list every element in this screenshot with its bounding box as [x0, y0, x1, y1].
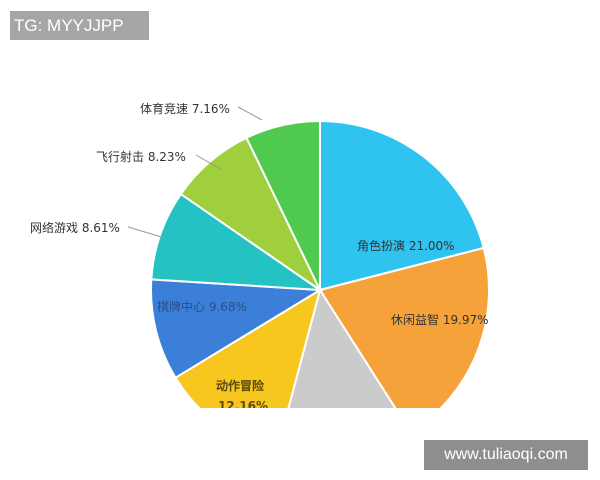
watermark: www.tuliaoqi.com [424, 440, 588, 470]
pie-slice [150, 192, 324, 292]
leader-line [127, 226, 166, 239]
label-flight-shooting: 飞行射击 8.23% [96, 150, 186, 164]
label-action-adventure: 动作冒险 [216, 379, 265, 393]
pie-slice [287, 287, 397, 408]
label-action-adventure-value: 12.16% [218, 399, 268, 408]
pie-slice [150, 278, 324, 380]
pie-slice [174, 287, 322, 408]
label-online-game: 网络游戏 8.61% [30, 221, 120, 235]
tag-label: TG: MYYJJPP [10, 11, 149, 40]
leader-line [237, 106, 263, 121]
pie-chart: 角色扮演 21.00% 休闲益智 19.97% 动作冒险 12.16% 棋牌中心… [30, 102, 490, 408]
label-sports-racing: 体育竞速 7.16% [140, 102, 230, 116]
leader-line [195, 154, 223, 171]
pie-slice [245, 119, 321, 291]
label-chess-card: 棋牌中心 9.68% [157, 300, 247, 314]
label-role-playing: 角色扮演 21.00% [357, 239, 455, 253]
pie-slice [319, 119, 485, 292]
pie-slice [318, 246, 490, 408]
label-casual-puzzle: 休闲益智 19.97% [391, 313, 489, 327]
pie-slice [179, 136, 323, 293]
pie-svg [127, 106, 490, 408]
